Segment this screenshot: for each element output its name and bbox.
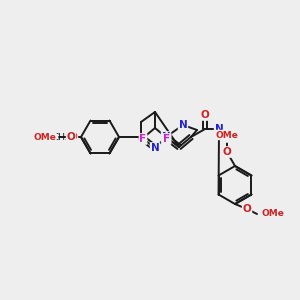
Text: O: O (67, 132, 75, 142)
Text: N: N (151, 143, 159, 153)
Text: OMe: OMe (216, 130, 238, 140)
Text: F: F (164, 134, 171, 144)
Text: CH₃: CH₃ (53, 133, 69, 142)
Text: F: F (140, 134, 147, 144)
Text: H: H (225, 132, 233, 142)
Text: O: O (201, 110, 209, 120)
Text: OMe: OMe (33, 133, 56, 142)
Text: N: N (178, 120, 188, 130)
Text: N: N (162, 132, 170, 142)
Text: O: O (223, 147, 231, 157)
Text: OMe: OMe (262, 209, 285, 218)
Text: O: O (243, 204, 251, 214)
Text: O: O (69, 132, 77, 142)
Text: N: N (214, 124, 224, 134)
